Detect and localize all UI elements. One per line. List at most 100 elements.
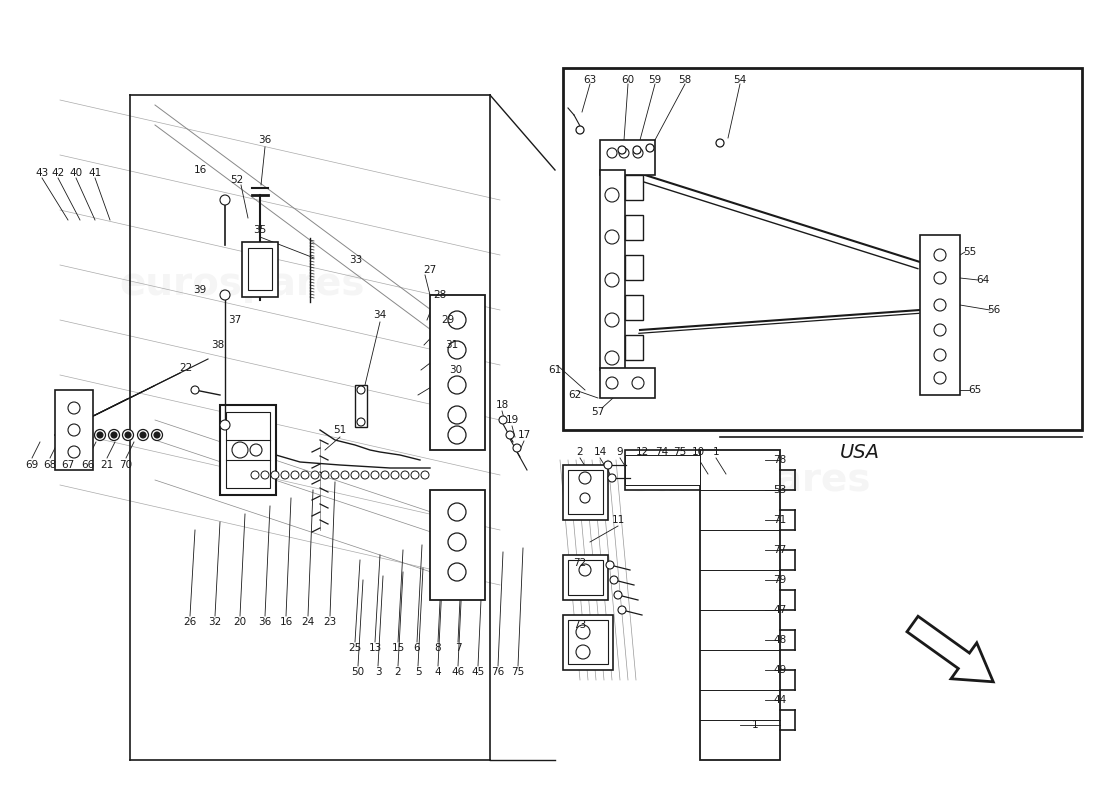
Text: 72: 72 [573, 558, 586, 568]
Text: 49: 49 [773, 665, 786, 675]
Text: USA: USA [840, 443, 880, 462]
Text: 50: 50 [351, 667, 364, 677]
Text: 54: 54 [734, 75, 747, 85]
Text: 65: 65 [968, 385, 981, 395]
Text: 25: 25 [349, 643, 362, 653]
Bar [568, 470, 603, 514]
Circle shape [122, 430, 133, 441]
Text: 6: 6 [414, 643, 420, 653]
Circle shape [341, 471, 349, 479]
Text: 14: 14 [593, 447, 606, 457]
Text: 46: 46 [451, 667, 464, 677]
Circle shape [448, 563, 466, 581]
Bar [568, 560, 603, 595]
Circle shape [411, 471, 419, 479]
Text: 8: 8 [434, 643, 441, 653]
Text: 32: 32 [208, 617, 221, 627]
Bar [600, 170, 625, 370]
Circle shape [95, 430, 106, 441]
Text: 38: 38 [211, 340, 224, 350]
Text: 4: 4 [434, 667, 441, 677]
Text: 36: 36 [258, 617, 272, 627]
Text: 53: 53 [773, 485, 786, 495]
Circle shape [301, 471, 309, 479]
Bar [625, 335, 644, 360]
Circle shape [68, 446, 80, 458]
Circle shape [448, 503, 466, 521]
Text: 40: 40 [69, 168, 82, 178]
Bar [55, 390, 94, 470]
Circle shape [605, 351, 619, 365]
Text: 41: 41 [88, 168, 101, 178]
Text: 62: 62 [569, 390, 582, 400]
Text: 13: 13 [368, 643, 382, 653]
Circle shape [250, 444, 262, 456]
Circle shape [576, 645, 590, 659]
Circle shape [576, 625, 590, 639]
Bar [625, 215, 644, 240]
Text: 20: 20 [233, 617, 246, 627]
Circle shape [934, 249, 946, 261]
Text: 19: 19 [505, 415, 518, 425]
Text: 28: 28 [433, 290, 447, 300]
Text: 43: 43 [35, 168, 48, 178]
Circle shape [448, 341, 466, 359]
Text: 26: 26 [184, 617, 197, 627]
Text: 75: 75 [673, 447, 686, 457]
Circle shape [152, 430, 163, 441]
Circle shape [292, 471, 299, 479]
Text: 30: 30 [450, 365, 463, 375]
Text: 57: 57 [592, 407, 605, 417]
Circle shape [261, 471, 270, 479]
Circle shape [934, 299, 946, 311]
Circle shape [251, 471, 258, 479]
Circle shape [619, 148, 629, 158]
Text: 22: 22 [179, 363, 192, 373]
Circle shape [605, 230, 619, 244]
Circle shape [579, 472, 591, 484]
Text: 27: 27 [424, 265, 437, 275]
Circle shape [390, 471, 399, 479]
Text: 58: 58 [679, 75, 692, 85]
Text: 60: 60 [621, 75, 635, 85]
Text: 39: 39 [194, 285, 207, 295]
Circle shape [280, 471, 289, 479]
Circle shape [68, 402, 80, 414]
Circle shape [580, 493, 590, 503]
Circle shape [111, 432, 117, 438]
Circle shape [331, 471, 339, 479]
Circle shape [605, 188, 619, 202]
Text: 2: 2 [395, 667, 402, 677]
Text: 77: 77 [773, 545, 786, 555]
Bar [600, 140, 654, 175]
Text: 11: 11 [612, 515, 625, 525]
Text: 70: 70 [120, 460, 133, 470]
Circle shape [499, 416, 507, 424]
Circle shape [220, 195, 230, 205]
Circle shape [934, 372, 946, 384]
Text: 12: 12 [636, 447, 649, 457]
Bar [568, 620, 608, 664]
Circle shape [154, 432, 160, 438]
Circle shape [448, 426, 466, 444]
Circle shape [618, 606, 626, 614]
Bar [563, 615, 613, 670]
Circle shape [220, 420, 230, 430]
Bar [563, 465, 608, 520]
Text: 36: 36 [258, 135, 272, 145]
Circle shape [271, 471, 279, 479]
Text: 45: 45 [472, 667, 485, 677]
Circle shape [97, 432, 103, 438]
Text: 23: 23 [323, 617, 337, 627]
Text: 34: 34 [373, 310, 386, 320]
Bar [600, 368, 654, 398]
Bar [625, 255, 644, 280]
Circle shape [632, 146, 641, 154]
Text: 48: 48 [773, 635, 786, 645]
Text: 59: 59 [648, 75, 661, 85]
Bar [355, 385, 367, 427]
Text: 7: 7 [454, 643, 461, 653]
Text: 33: 33 [350, 255, 363, 265]
Text: 35: 35 [253, 225, 266, 235]
Text: 56: 56 [988, 305, 1001, 315]
